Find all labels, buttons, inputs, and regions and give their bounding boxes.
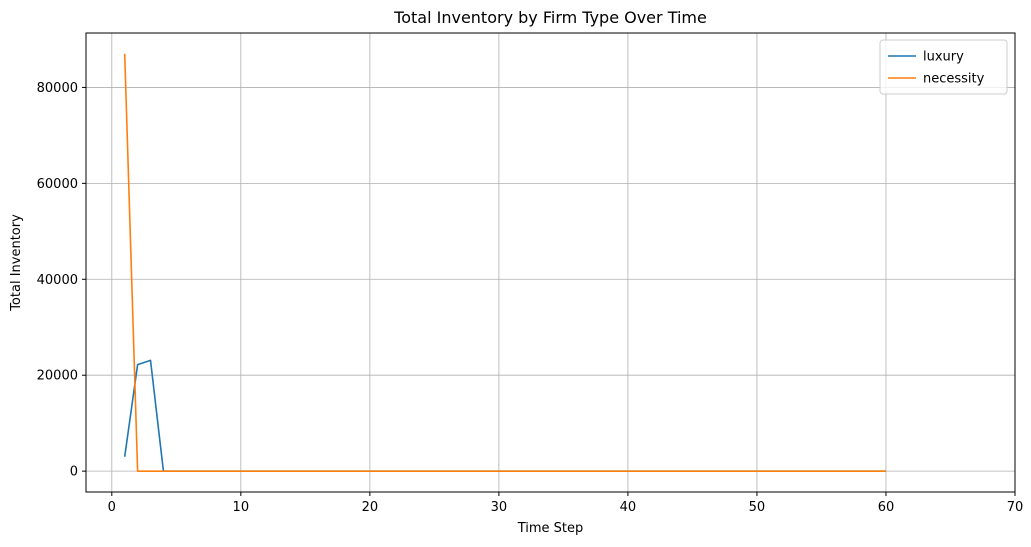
grid-layer bbox=[86, 33, 1016, 492]
y-axis-label: Total Inventory bbox=[9, 214, 24, 312]
y-tick-label: 0 bbox=[70, 465, 78, 480]
y-tick-label: 20000 bbox=[37, 369, 78, 384]
legend-label-luxury: luxury bbox=[923, 50, 964, 65]
x-tick-label: 10 bbox=[233, 500, 250, 515]
series-line-luxury bbox=[123, 359, 886, 472]
plot-frame bbox=[85, 32, 1016, 493]
x-tick-label: 50 bbox=[749, 500, 766, 515]
tick-layer: 0 10 20 30 40 50 60 70 0 20000 40000 60000 80000 bbox=[37, 81, 1024, 515]
x-tick-label: 30 bbox=[491, 500, 508, 515]
series-line-necessity bbox=[123, 53, 886, 472]
x-tick-label: 60 bbox=[878, 500, 895, 515]
y-tick-label: 40000 bbox=[37, 273, 78, 288]
x-tick-label: 70 bbox=[1007, 500, 1024, 515]
legend-box bbox=[879, 39, 1008, 95]
legend-items: luxury necessity bbox=[888, 50, 985, 87]
chart-title: Total Inventory by Firm Type Over Time bbox=[393, 8, 707, 27]
legend: luxury necessity bbox=[879, 39, 1008, 95]
x-tick-label: 40 bbox=[620, 500, 637, 515]
y-tick-label: 60000 bbox=[37, 177, 78, 192]
y-tick-label: 80000 bbox=[37, 81, 78, 96]
x-tick-label: 0 bbox=[108, 500, 116, 515]
series-layer bbox=[123, 53, 886, 472]
x-tick-label: 20 bbox=[362, 500, 379, 515]
legend-label-necessity: necessity bbox=[923, 72, 985, 87]
x-axis-label: Time Step bbox=[517, 521, 584, 536]
